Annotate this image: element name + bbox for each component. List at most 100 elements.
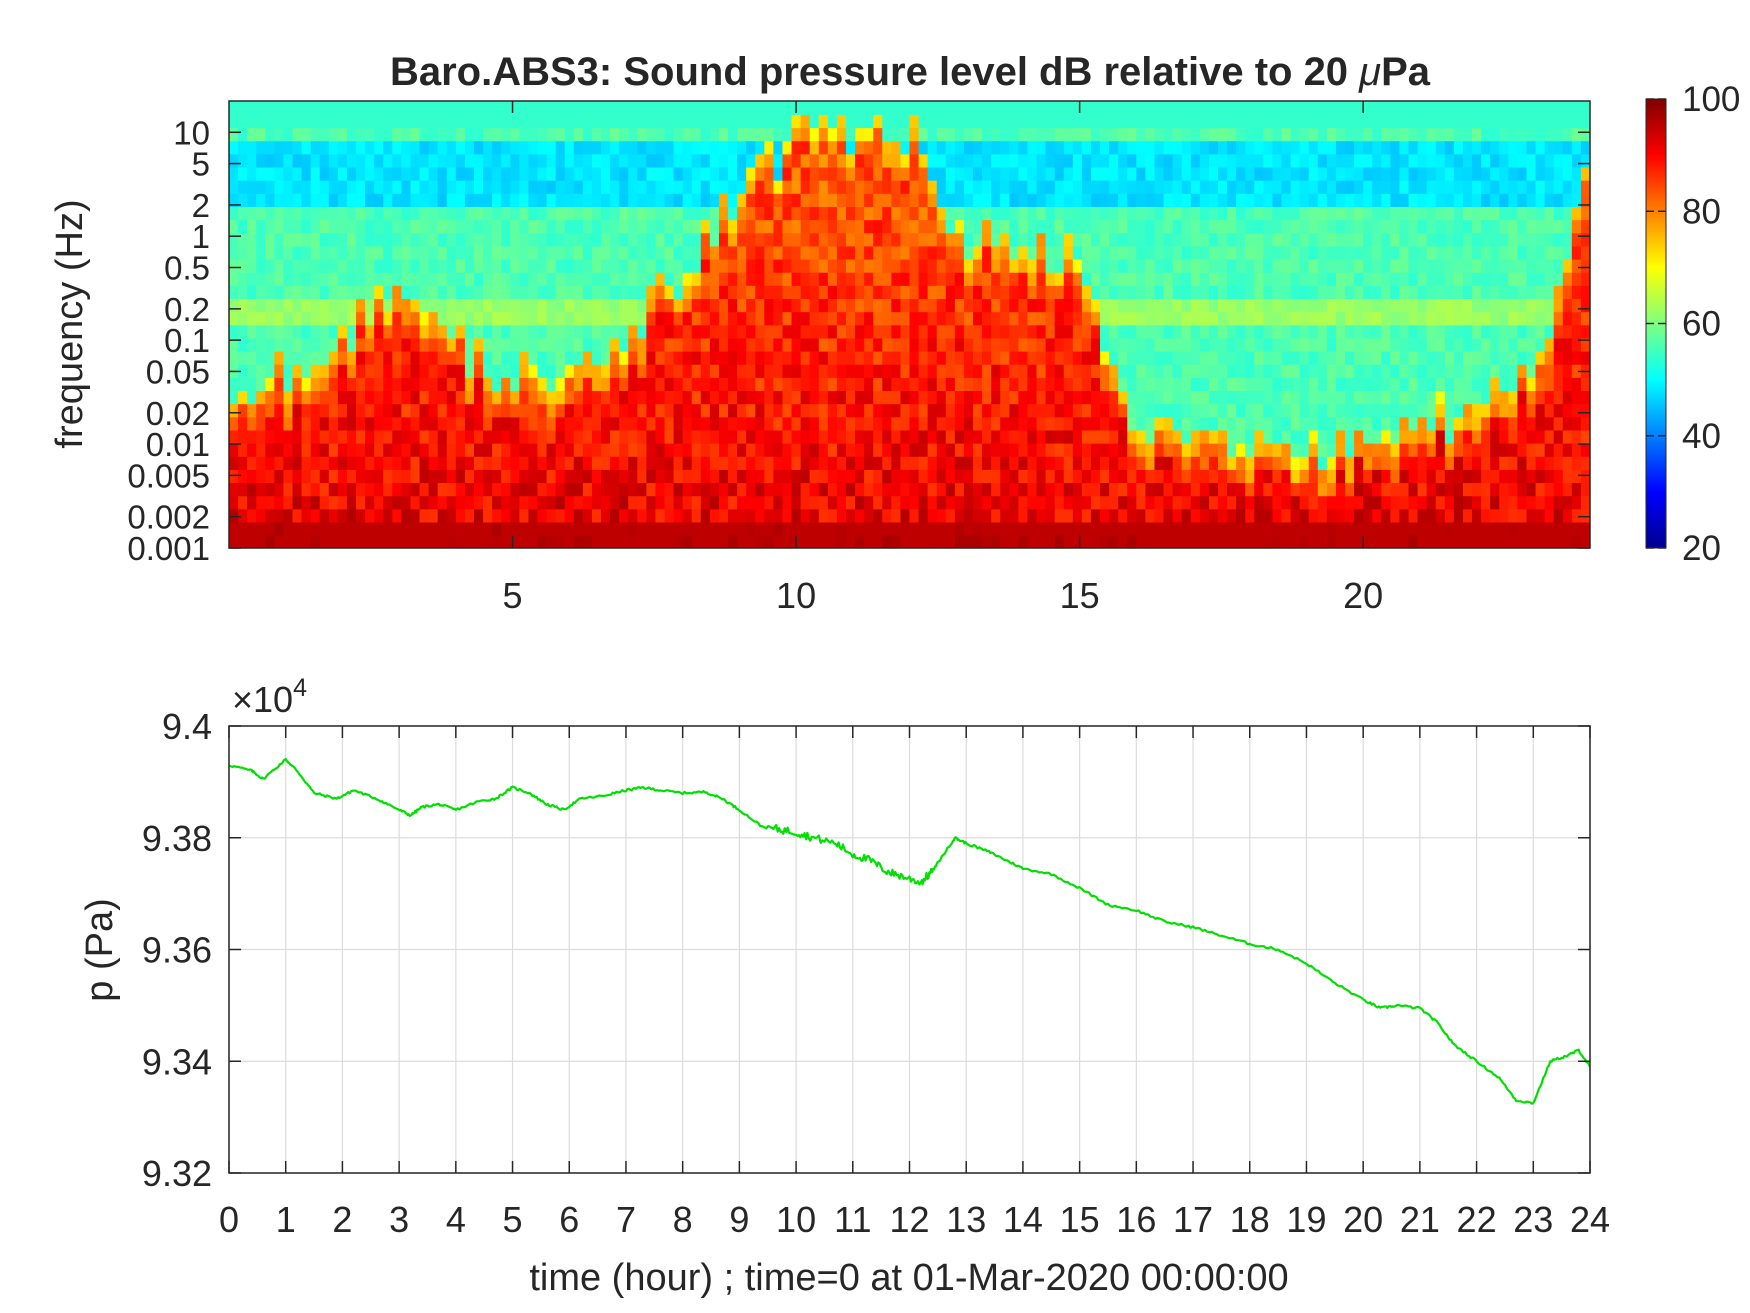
- heatmap-cell: [927, 377, 938, 392]
- heatmap-cell: [419, 442, 430, 457]
- heatmap-cell: [1508, 298, 1519, 313]
- heatmap-cell: [1145, 363, 1156, 378]
- heatmap-cell: [655, 455, 666, 470]
- heatmap-cell: [927, 206, 938, 221]
- heatmap-cell: [646, 206, 657, 221]
- heatmap-cell: [455, 455, 466, 470]
- heatmap-cell: [1544, 390, 1555, 405]
- heatmap-cell: [238, 219, 248, 234]
- heatmap-cell: [882, 521, 893, 536]
- heatmap-cell: [1181, 469, 1192, 484]
- heatmap-cell: [755, 324, 766, 339]
- heatmap-cell: [982, 193, 992, 207]
- heatmap-cell: [564, 534, 575, 548]
- heatmap-cell: [1426, 101, 1437, 115]
- heatmap-cell: [646, 377, 657, 392]
- heatmap-cell: [519, 140, 530, 155]
- heatmap-cell: [773, 390, 784, 405]
- heatmap-cell: [791, 245, 802, 260]
- heatmap-cell: [455, 140, 466, 155]
- heatmap-cell: [973, 219, 983, 234]
- heatmap-cell: [818, 350, 829, 365]
- heatmap-cell: [873, 258, 884, 273]
- heatmap-cell: [410, 285, 421, 300]
- heatmap-cell: [1435, 140, 1446, 155]
- heatmap-cell: [628, 101, 639, 115]
- heatmap-cell: [628, 232, 639, 247]
- heatmap-cell: [973, 390, 983, 405]
- heatmap-cell: [909, 508, 920, 523]
- heatmap-cell: [437, 403, 448, 418]
- heatmap-cell: [746, 166, 757, 181]
- heatmap-cell: [764, 469, 775, 484]
- heatmap-cell: [1535, 482, 1546, 497]
- heatmap-cell: [1281, 469, 1292, 484]
- heatmap-cell: [1236, 403, 1247, 418]
- heatmap-cell: [392, 363, 403, 378]
- heatmap-cell: [945, 377, 956, 392]
- heatmap-cell: [1263, 482, 1274, 497]
- heatmap-cell: [1508, 193, 1519, 207]
- heatmap-cell: [1009, 324, 1020, 339]
- heatmap-cell: [855, 101, 865, 115]
- heatmap-cell: [827, 140, 838, 155]
- heatmap-cell: [1535, 508, 1546, 523]
- heatmap-cell: [1326, 298, 1337, 313]
- heatmap-cell: [1535, 206, 1546, 221]
- heatmap-cell: [1417, 350, 1428, 365]
- heatmap-cell: [1335, 140, 1346, 155]
- heatmap-cell: [664, 258, 675, 273]
- heatmap-cell: [1363, 153, 1374, 168]
- heatmap-cell: [1036, 219, 1047, 234]
- heatmap-cell: [1090, 442, 1101, 457]
- heatmap-cell: [1544, 271, 1555, 286]
- heatmap-cell: [319, 114, 330, 129]
- heatmap-cell: [963, 232, 974, 247]
- heatmap-cell: [864, 166, 874, 181]
- heatmap-cell: [1254, 469, 1265, 484]
- heatmap-cell: [446, 469, 457, 484]
- heatmap-cell: [1399, 429, 1410, 444]
- heatmap-cell: [564, 258, 575, 273]
- heatmap-cell: [1090, 390, 1101, 405]
- heatmap-cell: [836, 482, 847, 497]
- heatmap-cell: [419, 245, 430, 260]
- heatmap-cell: [310, 298, 321, 313]
- heatmap-cell: [1435, 416, 1446, 431]
- heatmap-cell: [709, 114, 720, 129]
- heatmap-cell: [836, 140, 847, 155]
- heatmap-cell: [963, 285, 974, 300]
- heatmap-cell: [591, 455, 602, 470]
- heatmap-cell: [365, 482, 375, 497]
- heatmap-cell: [1381, 166, 1392, 181]
- heatmap-cell: [982, 153, 992, 168]
- heatmap-cell: [991, 429, 1002, 444]
- heatmap-cell: [628, 258, 639, 273]
- heatmap-cell: [909, 311, 920, 326]
- heatmap-cell: [1390, 377, 1401, 392]
- heatmap-cell: [1263, 416, 1274, 431]
- heatmap-cell: [256, 324, 267, 339]
- heatmap-cell: [1354, 153, 1364, 168]
- heatmap-cell: [1290, 232, 1301, 247]
- heatmap-cell: [455, 311, 466, 326]
- heatmap-cell: [1018, 101, 1029, 115]
- heatmap-cell: [1081, 390, 1092, 405]
- heatmap-cell: [991, 298, 1002, 313]
- heatmap-cell: [991, 140, 1002, 155]
- heatmap-cell: [1417, 534, 1428, 548]
- heatmap-cell: [691, 166, 702, 181]
- heatmap-cell: [437, 153, 448, 168]
- heatmap-cell: [655, 482, 666, 497]
- heatmap-cell: [1081, 258, 1092, 273]
- heatmap-cell: [1227, 390, 1237, 405]
- heatmap-cell: [1154, 377, 1165, 392]
- heatmap-cell: [1090, 324, 1101, 339]
- heatmap-cell: [1290, 219, 1301, 234]
- heatmap-cell: [728, 429, 738, 444]
- heatmap-cell: [682, 482, 693, 497]
- heatmap-cell: [1535, 403, 1546, 418]
- heatmap-cell: [1462, 232, 1473, 247]
- heatmap-cell: [283, 442, 294, 457]
- heatmap-cell: [1163, 416, 1174, 431]
